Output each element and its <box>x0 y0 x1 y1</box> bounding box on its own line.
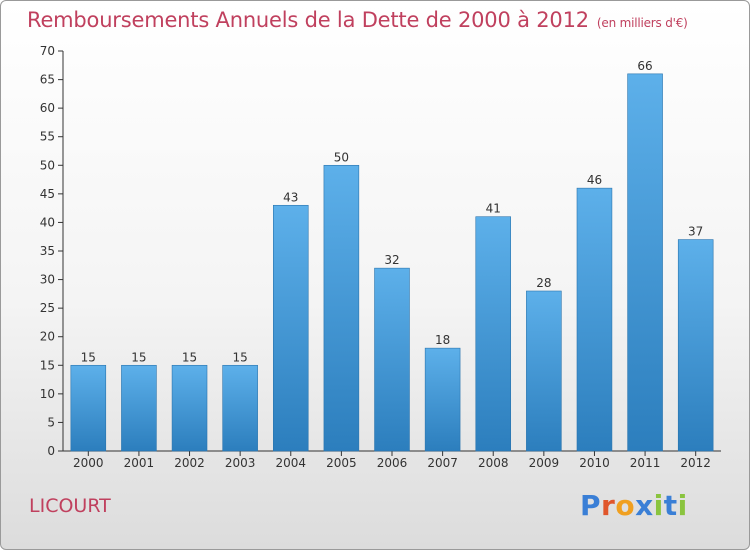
data-label-2000: 15 <box>81 350 96 364</box>
data-label-2009: 28 <box>536 276 551 290</box>
bar-2006 <box>374 267 410 452</box>
y-tick-label: 0 <box>47 444 55 458</box>
data-label-2007: 18 <box>435 333 450 347</box>
data-labels: 15 15 15 15 43 50 32 18 41 28 46 66 37 <box>81 59 704 364</box>
proxiti-logo: Proxiti <box>580 489 688 522</box>
y-tick-label: 5 <box>47 415 55 429</box>
bar-2004 <box>273 204 309 452</box>
logo-letter: t <box>663 489 678 522</box>
logo-letter: i <box>653 489 664 522</box>
title-text: Remboursements Annuels de la Dette de 20… <box>27 8 589 32</box>
y-tick-label: 20 <box>40 330 55 344</box>
logo-letter: i <box>677 489 688 522</box>
bar-chart: 0 5 10 15 20 25 30 35 40 45 50 55 60 65 70 2000 2001 2002… <box>40 44 721 470</box>
data-label-2010: 46 <box>587 173 602 187</box>
bar-2000 <box>70 364 107 452</box>
x-tick-label: 2001 <box>124 456 155 470</box>
title-unit: (en milliers d'€) <box>596 16 688 30</box>
logo-letter: r <box>601 489 616 522</box>
data-label-2002: 15 <box>182 350 197 364</box>
y-tick-label: 40 <box>40 215 55 229</box>
y-tick-label: 60 <box>40 101 55 115</box>
bar-2011 <box>627 73 663 452</box>
logo-letter: o <box>615 489 636 522</box>
x-tick-label: 2002 <box>174 456 205 470</box>
y-tick-label: 55 <box>40 130 55 144</box>
bar-2003 <box>222 364 258 452</box>
bar-2005 <box>323 164 360 452</box>
x-tick-label: 2008 <box>478 456 509 470</box>
x-tick-label: 2000 <box>73 456 104 470</box>
bar-2009 <box>526 290 562 452</box>
y-tick-label: 10 <box>40 387 55 401</box>
data-label-2008: 41 <box>486 202 501 216</box>
y-tick-label: 50 <box>40 158 55 172</box>
bar-2012 <box>677 239 714 452</box>
data-label-2012: 37 <box>688 225 703 239</box>
y-tick-label: 35 <box>40 244 55 258</box>
y-tick-label: 45 <box>40 187 55 201</box>
bar-2008 <box>475 216 511 452</box>
axes: 0 5 10 15 20 25 30 35 40 45 50 55 60 65 70 2000 2001 2002… <box>40 44 721 470</box>
x-tick-label: 2009 <box>529 456 560 470</box>
y-tick-label: 65 <box>40 73 55 87</box>
x-tick-label: 2003 <box>225 456 256 470</box>
chart-title: Remboursements Annuels de la Dette de 20… <box>27 8 688 32</box>
x-tick-label: 2006 <box>377 456 408 470</box>
x-tick-label: 2012 <box>680 456 711 470</box>
x-tick-label: 2011 <box>630 456 661 470</box>
data-label-2005: 50 <box>334 150 349 164</box>
data-label-2003: 15 <box>233 350 248 364</box>
x-tick-label: 2004 <box>275 456 306 470</box>
data-label-2001: 15 <box>131 350 146 364</box>
data-label-2006: 32 <box>384 253 399 267</box>
bar-2007 <box>424 347 461 452</box>
bar-2002 <box>171 364 208 452</box>
data-label-2004: 43 <box>283 190 298 204</box>
x-tick-label: 2010 <box>579 456 610 470</box>
bar-2010 <box>576 187 613 452</box>
y-tick-label: 70 <box>40 44 55 58</box>
bar-2001 <box>121 364 157 452</box>
bars <box>70 73 714 452</box>
x-tick-label: 2005 <box>326 456 357 470</box>
commune-name: LICOURT <box>29 495 111 517</box>
data-label-2011: 66 <box>637 59 652 73</box>
logo-letter: x <box>635 489 654 522</box>
y-tick-label: 30 <box>40 273 55 287</box>
x-tick-label: 2007 <box>427 456 458 470</box>
logo-letter: P <box>580 489 602 522</box>
y-tick-label: 15 <box>40 358 55 372</box>
y-tick-label: 25 <box>40 301 55 315</box>
